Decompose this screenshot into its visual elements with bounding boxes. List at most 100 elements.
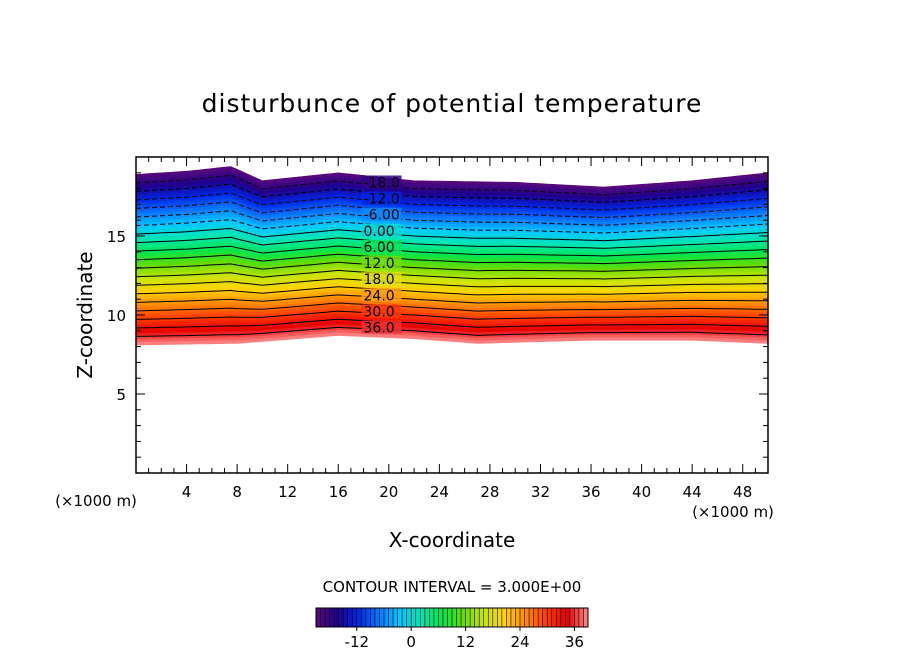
colorbar-cell — [583, 608, 589, 627]
chart-title: disturbunce of potential temperature — [202, 89, 703, 118]
x-tick-label: 24 — [430, 483, 449, 501]
colorbar-cell — [374, 608, 380, 627]
contour-line — [135, 261, 769, 272]
colorbar-cell — [565, 608, 571, 627]
colorbar-tick-label: 12 — [456, 633, 475, 651]
colorbar-cell — [388, 608, 394, 627]
contour-line — [135, 253, 769, 265]
colorbar-cell — [461, 608, 467, 627]
x-tick-label: 4 — [182, 483, 192, 501]
contour-line — [135, 318, 769, 329]
colorbar-cell — [447, 608, 453, 627]
colorbar-cell — [365, 608, 371, 627]
contour-line — [135, 174, 769, 196]
colorbar-cell — [320, 608, 326, 627]
contour-label-bg — [361, 304, 402, 318]
colorbar-cell — [316, 608, 322, 627]
colorbar-cell — [538, 608, 544, 627]
colorbar-cell — [361, 608, 367, 627]
colorbar-cell — [547, 608, 553, 627]
colorbar-cell — [343, 608, 349, 627]
colorbar-tick-label: 36 — [565, 633, 584, 651]
colorbar-cell — [510, 608, 516, 627]
x-unit-right: (×1000 m) — [692, 503, 774, 521]
colorbar-cell — [415, 608, 421, 627]
colorbar-cell — [424, 608, 430, 627]
x-tick-label: 32 — [531, 483, 550, 501]
y-tick-label: 15 — [107, 228, 126, 246]
contour-line — [135, 210, 769, 226]
x-tick-label: 40 — [632, 483, 651, 501]
x-tick-label: 28 — [480, 483, 499, 501]
colorbar-cell — [456, 608, 462, 627]
colorbar-cell — [406, 608, 412, 627]
contour-line — [135, 278, 769, 288]
colorbar-cell — [334, 608, 340, 627]
y-axis-label: Z-coordinate — [73, 251, 97, 378]
colorbar-cell — [551, 608, 557, 627]
contour-line — [135, 236, 769, 249]
colorbar-cell — [542, 608, 548, 627]
colorbar-cell — [325, 608, 331, 627]
contour-interval-text: CONTOUR INTERVAL = 3.000E+00 — [323, 578, 582, 596]
x-unit-left: (×1000 m) — [55, 492, 137, 510]
contour-line — [135, 269, 769, 280]
colorbar-cell — [442, 608, 448, 627]
x-axis-label: X-coordinate — [389, 528, 516, 552]
colorbar-cell — [488, 608, 494, 627]
colorbar-cell — [529, 608, 535, 627]
colorbar-cell — [497, 608, 503, 627]
contour-label: 6.00 — [364, 240, 395, 256]
contour-label: -12.0 — [364, 192, 400, 208]
colorbar-cell — [411, 608, 417, 627]
contour-labels: -18.0-12.0-6.000.006.0012.018.024.030.03… — [361, 175, 402, 337]
contour-label: -6.00 — [364, 208, 400, 224]
contour-label: 18.0 — [364, 272, 395, 288]
y-tick-label: 5 — [116, 386, 126, 404]
contour-label-bg — [361, 223, 402, 237]
colorbar-tick-label: 24 — [510, 633, 529, 651]
contour-label: 12.0 — [364, 256, 395, 272]
colorbar-cell — [452, 608, 458, 627]
contour-label: 0.00 — [364, 224, 395, 240]
colorbar-tick-label: -12 — [345, 633, 370, 651]
contour-label-bg — [361, 256, 402, 270]
x-tick-label: 48 — [733, 483, 752, 501]
colorbar-cell — [515, 608, 521, 627]
colorbar-cell — [492, 608, 498, 627]
colorbar-cell — [465, 608, 471, 627]
colorbar-cell — [501, 608, 507, 627]
colorbar-cell — [420, 608, 426, 627]
colorbar: -12 0 12 24 36 — [315, 607, 589, 651]
colorbar-cell — [474, 608, 480, 627]
colorbar-cell — [556, 608, 562, 627]
contour-line — [135, 192, 769, 211]
x-tick-label: 8 — [232, 483, 242, 501]
colorbar-cell — [520, 608, 526, 627]
x-tick-label: 36 — [581, 483, 600, 501]
x-tick-label: 44 — [683, 483, 702, 501]
colorbar-cell — [393, 608, 399, 627]
colorbar-cell — [402, 608, 408, 627]
contour-line — [135, 201, 769, 219]
contour-line — [135, 286, 769, 296]
contour-label-bg — [361, 191, 402, 205]
contour-line — [135, 183, 769, 203]
colorbar-cell — [379, 608, 385, 627]
contour-label: 24.0 — [364, 288, 395, 304]
colorbar-cell — [329, 608, 335, 627]
contour-label-bg — [361, 272, 402, 286]
contour-lines — [135, 174, 769, 337]
colorbar-cell — [533, 608, 539, 627]
contour-line — [135, 326, 769, 337]
colorbar-cell — [397, 608, 403, 627]
colorbar-cell — [470, 608, 476, 627]
colorbar-tick-label: 0 — [406, 633, 416, 651]
contour-line — [135, 310, 769, 320]
colorbar-cell — [569, 608, 575, 627]
colorbar-cell — [370, 608, 376, 627]
colorbar-cell — [479, 608, 485, 627]
contour-label: -18.0 — [364, 175, 400, 191]
